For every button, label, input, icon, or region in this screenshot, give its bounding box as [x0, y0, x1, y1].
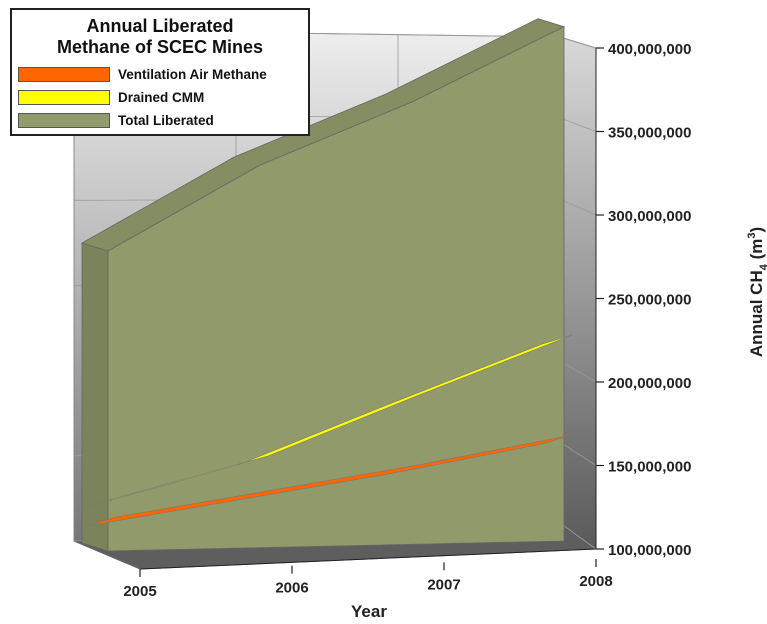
series-layer — [80, 18, 573, 552]
y-tick-label-3: 250,000,000 — [608, 292, 691, 309]
x-tick-label-0: 2005 — [123, 583, 156, 600]
y-axis-title: Annual CH4 (m3) — [746, 227, 767, 357]
chart-title-line-1: Annual Liberated — [86, 16, 234, 36]
y-axis-title-close: ) — [747, 227, 766, 233]
x-tick-label-1: 2006 — [275, 580, 308, 597]
legend-label-total: Total Liberated — [118, 112, 214, 128]
axis-layer: 100,000,000 150,000,000 200,000,000 250,000… — [123, 41, 691, 600]
y-tick-label-2: 200,000,000 — [608, 375, 691, 392]
y-axis-title-open: (m — [747, 239, 766, 265]
series-ventilation-ribbon — [85, 434, 573, 527]
chart-title: Annual Liberated Methane of SCEC Mines — [12, 16, 308, 58]
y-tick-label-5: 350,000,000 — [608, 125, 691, 142]
legend-item-drained-cmm: Drained CMM — [18, 87, 204, 107]
side-wall — [559, 36, 597, 550]
y-tick-label-6: 400,000,000 — [608, 41, 691, 58]
legend-item-ventilation-air-methane: Ventilation Air Methane — [18, 64, 267, 84]
x-axis-title: Year — [351, 602, 387, 621]
y-axis-title-sub: 4 — [758, 263, 767, 270]
legend: Annual Liberated Methane of SCEC Mines V… — [10, 8, 310, 136]
x-tick-label-2: 2007 — [427, 576, 460, 593]
y-tick-label-4: 300,000,000 — [608, 208, 691, 225]
y-axis-title-sup: 3 — [746, 233, 758, 239]
y-axis-title-main: Annual CH — [747, 270, 766, 357]
series-drained-ribbon — [85, 334, 573, 508]
legend-swatch-ventilation — [18, 66, 110, 82]
y-tick-label-0: 100,000,000 — [608, 542, 691, 559]
legend-label-ventilation: Ventilation Air Methane — [118, 66, 267, 82]
legend-label-drained: Drained CMM — [118, 89, 205, 105]
series-total-front — [107, 26, 565, 552]
x-axis-line — [139, 548, 597, 570]
y-tick-label-1: 150,000,000 — [608, 459, 691, 476]
chart-title-line-2: Methane of SCEC Mines — [56, 37, 264, 57]
legend-swatch-drained — [18, 89, 110, 105]
legend-item-total-liberated: Total Liberated — [18, 110, 214, 130]
x-tick-label-3: 2008 — [579, 573, 612, 590]
legend-swatch-total — [18, 112, 110, 128]
